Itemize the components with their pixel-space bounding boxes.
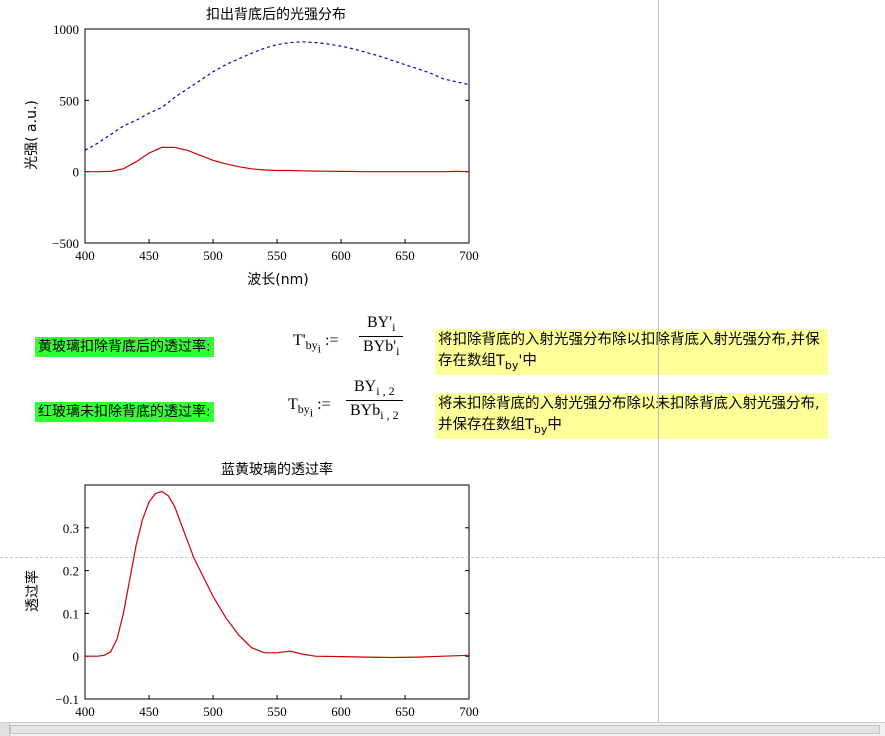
formula-fraction: BYi , 2 BYbi , 2 — [346, 378, 403, 423]
x-tick-label: 500 — [203, 704, 223, 719]
page-margin-line — [658, 0, 659, 722]
y-tick-label: −500 — [52, 236, 79, 251]
intensity-chart-xlabel: 波长(nm) — [247, 272, 308, 288]
scrollbar-thumb[interactable] — [10, 725, 880, 734]
y-tick-label: −0.1 — [55, 692, 79, 707]
note-red-glass: 将未扣除背底的入射光强分布除以未扣除背底入射光强分布,并保存在数组Tby中 — [435, 393, 828, 439]
c1-series-line-1 — [85, 146, 470, 173]
x-tick-label: 450 — [139, 704, 159, 719]
c1-series-line-0 — [84, 41, 470, 151]
intensity-plot-frame — [84, 28, 470, 244]
label-yellow-glass: 黄玻璃扣除背底后的透过率: — [35, 337, 214, 357]
x-tick-label: 700 — [459, 704, 479, 719]
x-tick-label: 400 — [75, 248, 95, 263]
x-tick-label: 400 — [75, 704, 95, 719]
y-tick-label: 0 — [73, 165, 80, 180]
page-break-line — [0, 557, 885, 558]
y-tick-label: 0 — [73, 649, 80, 664]
x-tick-label: 450 — [139, 248, 159, 263]
y-tick-label: 0.1 — [63, 606, 79, 621]
x-tick-label: 550 — [267, 248, 287, 263]
intensity-chart-ylabel: 光强( a.u.) — [24, 100, 40, 170]
transmittance-plot-frame — [84, 484, 470, 700]
scroll-left-button[interactable] — [0, 723, 10, 736]
x-tick-label: 600 — [331, 704, 351, 719]
x-tick-label: 600 — [331, 248, 351, 263]
transmittance-chart[interactable]: 蓝黄玻璃的透过率 0.3 0.2 0.1 0 −0.1 400 450 500 550 600 6… — [0, 455, 500, 720]
intensity-chart[interactable]: 扣出背底后的光强分布 1000 500 0 −500 400 450 500 550 600 6… — [0, 0, 500, 295]
y-tick-label: 0.2 — [63, 564, 79, 579]
x-tick-label: 650 — [395, 704, 415, 719]
x-tick-label: 500 — [203, 248, 223, 263]
x-tick-label: 550 — [267, 704, 287, 719]
x-tick-label: 700 — [459, 248, 479, 263]
y-tick-label: 1000 — [53, 22, 79, 37]
note-yellow-glass: 将扣除背底的入射光强分布除以扣除背底入射光强分布,并保存在数组Tby'中 — [435, 329, 828, 375]
horizontal-scrollbar[interactable] — [0, 722, 885, 736]
c2-series-line-0 — [85, 490, 470, 659]
transmittance-chart-ylabel: 透过率 — [24, 570, 41, 612]
intensity-chart-title: 扣出背底后的光强分布 — [206, 7, 346, 23]
formula-lhs: Tbyi := — [288, 396, 331, 420]
formula-fraction: BY'i BYb'i — [359, 314, 404, 359]
transmittance-chart-title: 蓝黄玻璃的透过率 — [221, 461, 333, 478]
y-tick-label: 500 — [60, 93, 80, 108]
formula-red-transmittance[interactable]: Tbyi := BYi , 2 BYbi , 2 — [288, 376, 428, 436]
label-red-glass: 红玻璃未扣除背底的透过率: — [35, 402, 214, 422]
y-tick-label: 0.3 — [63, 521, 79, 536]
formula-lhs: T'byi := — [293, 332, 339, 356]
formula-yellow-transmittance[interactable]: T'byi := BY'i BYb'i — [293, 312, 423, 372]
x-tick-label: 650 — [395, 248, 415, 263]
